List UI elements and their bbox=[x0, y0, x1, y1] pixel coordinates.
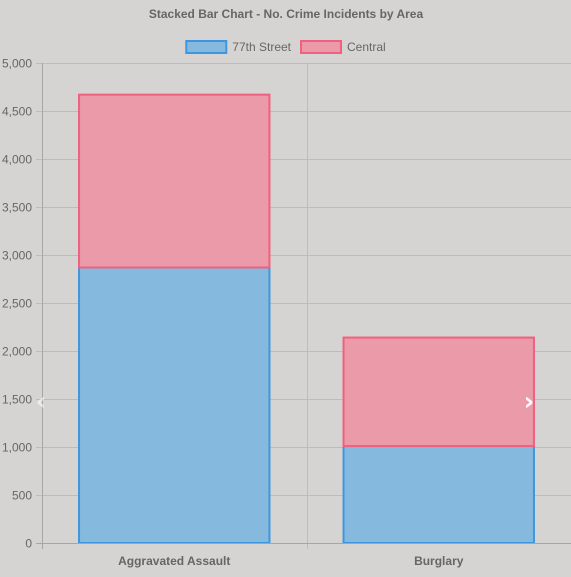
chart-title: Stacked Bar Chart - No. Crime Incidents … bbox=[149, 7, 424, 21]
bar-segment[interactable] bbox=[342, 445, 535, 545]
chevron-left-icon[interactable]: ‹ bbox=[35, 387, 47, 417]
legend-swatch bbox=[300, 40, 343, 54]
y-tick-label: 2,500 bbox=[2, 297, 32, 311]
y-tick-label: 4,000 bbox=[2, 153, 32, 167]
legend-swatch bbox=[185, 40, 228, 54]
y-tick-label: 5,000 bbox=[2, 57, 32, 71]
y-tick-label: 4,500 bbox=[2, 105, 32, 119]
legend: 77th Street Central bbox=[185, 40, 386, 54]
bar-segment[interactable] bbox=[78, 266, 271, 544]
legend-label: 77th Street bbox=[232, 40, 291, 54]
y-tick-label: 0 bbox=[25, 537, 32, 551]
bars bbox=[78, 93, 535, 545]
x-tick-label: Aggravated Assault bbox=[118, 554, 230, 568]
y-tick-label: 500 bbox=[12, 489, 32, 503]
y-tick-label: 2,000 bbox=[2, 345, 32, 359]
y-tick-label: 3,000 bbox=[2, 249, 32, 263]
tick-labels: 0 500 1,000 1,500 2,000 2,500 3,000 3,500 4,000 4… bbox=[2, 57, 464, 569]
legend-label: Central bbox=[347, 40, 386, 54]
y-tick-label: 3,500 bbox=[2, 201, 32, 215]
x-tick-label: Burglary bbox=[414, 554, 464, 568]
bar-segment[interactable] bbox=[342, 336, 535, 448]
y-tick-label: 1,500 bbox=[2, 393, 32, 407]
chevron-right-icon[interactable]: › bbox=[523, 387, 535, 417]
bar-segment[interactable] bbox=[78, 93, 271, 269]
y-tick-label: 1,000 bbox=[2, 441, 32, 455]
axes bbox=[36, 63, 571, 549]
